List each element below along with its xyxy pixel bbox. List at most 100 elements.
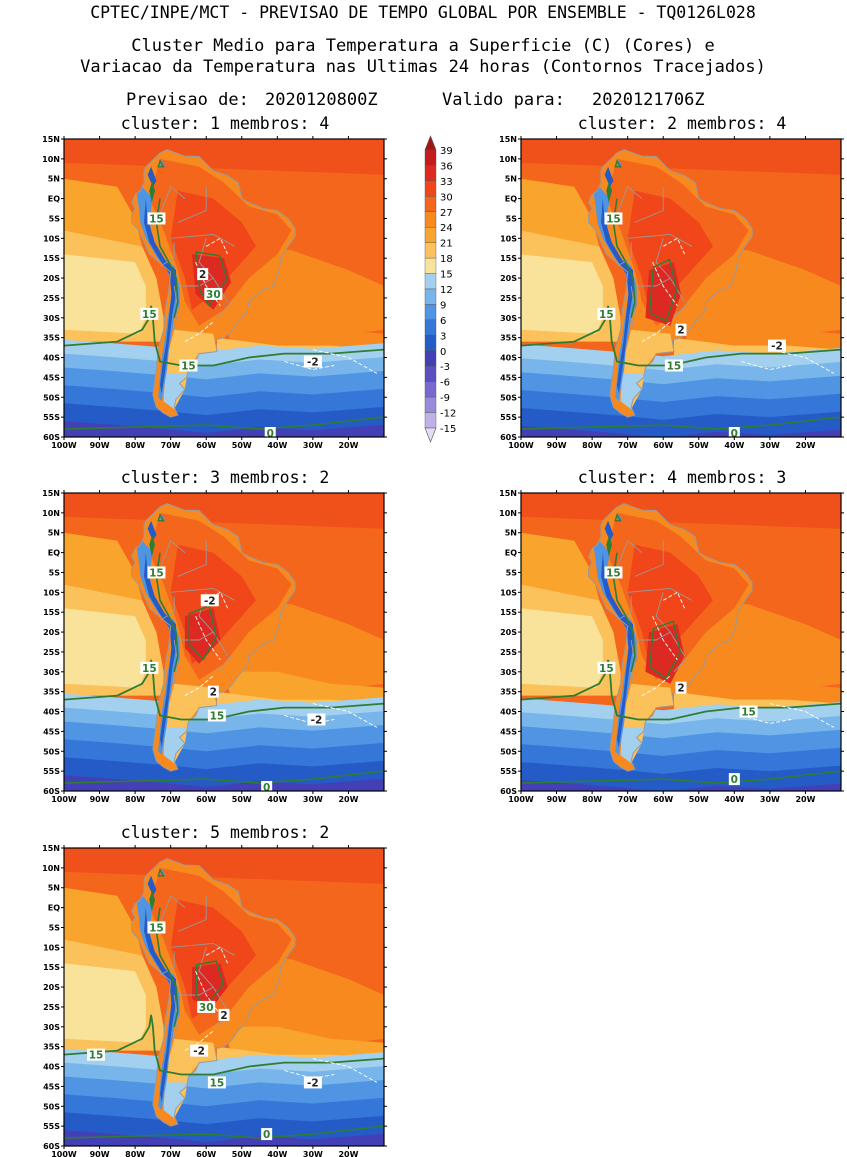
contour-label: 15 (147, 566, 166, 579)
colorbar-swatch (424, 227, 437, 243)
lat-tick-label: 60S (43, 787, 60, 796)
lon-tick-label: 90W (90, 441, 110, 450)
lon-tick-label: 20W (795, 795, 815, 804)
heat-core (645, 262, 681, 326)
colorbar-label: 9 (440, 300, 446, 311)
contour-label: 0 (728, 773, 740, 786)
lon-tick-label: 40W (267, 441, 287, 450)
svg-text:30: 30 (199, 1002, 214, 1014)
svg-text:-2: -2 (307, 1077, 319, 1089)
andes-cold-band (136, 186, 180, 402)
lon-tick-label: 80W (125, 441, 145, 450)
colorbar-swatch (424, 304, 437, 321)
contour-0c (64, 770, 384, 784)
lat-tick-label: 10N (42, 509, 60, 518)
lon-tick-label: 90W (547, 795, 567, 804)
lat-tick-label: 10S (500, 234, 517, 243)
lon-tick-label: 50W (232, 795, 252, 804)
contour-label: -2 (190, 1044, 209, 1058)
lat-tick-label: 50S (43, 747, 60, 756)
lat-tick-label: 5S (506, 214, 518, 223)
contour-label: 15 (604, 566, 623, 579)
panel-3-title: cluster: 3 membros: 2 (121, 468, 330, 487)
svg-text:-2: -2 (307, 357, 319, 369)
change-contour (312, 703, 378, 728)
svg-text:15: 15 (149, 213, 164, 225)
lat-tick-label: EQ (505, 195, 517, 204)
colorbar-swatch (424, 273, 437, 290)
lon-tick-label: 100W (51, 1150, 77, 1157)
svg-text:0: 0 (731, 428, 738, 440)
colorbar-label: -3 (440, 362, 450, 373)
contour-label: 15 (87, 1048, 105, 1062)
change-contour (205, 237, 229, 255)
svg-text:15: 15 (142, 663, 157, 675)
forecast-label: Previsao de: (126, 90, 249, 110)
svg-text:15: 15 (210, 711, 225, 723)
contour-label: 15 (664, 359, 683, 372)
contour-label: 2 (675, 323, 687, 337)
contour-15c (521, 305, 841, 367)
lat-tick-label: 25S (43, 648, 60, 657)
contour-0c (64, 1125, 384, 1139)
change-contour (205, 591, 229, 609)
map-panel-1: 15 15 15 230 -2 0 15N 10N 5N EQ 5S 10S 15S 20S 25S 30S 3… (42, 135, 387, 450)
header-subtitle-line1: Cluster Medio para Temperatura a Superfi… (131, 36, 714, 56)
lon-tick-label: 80W (582, 795, 602, 804)
contour-label: -2 (303, 1076, 322, 1089)
colorbar-swatch (424, 211, 437, 228)
lon-tick-label: 60W (196, 441, 216, 450)
colorbar-swatch (424, 335, 437, 351)
colorbar-label: -9 (440, 393, 450, 404)
lat-tick-label: 45S (500, 373, 517, 382)
change-contour (741, 715, 792, 724)
lon-tick-label: 70W (618, 441, 638, 450)
lat-tick-label: 35S (43, 334, 60, 343)
lat-tick-label: 45S (43, 373, 60, 382)
contour-label: 15 (147, 212, 166, 225)
contour-label: -2 (200, 594, 219, 607)
lon-tick-label: 40W (267, 795, 287, 804)
contour-label: 2 (675, 681, 687, 695)
colorbar-label: 0 (440, 347, 446, 358)
colorbar-top-arrow (424, 135, 437, 151)
lat-tick-label: 10N (42, 864, 60, 873)
lat-tick-label: 15S (43, 963, 60, 972)
colorbar-label: 33 (440, 177, 453, 188)
lat-tick-label: 50S (500, 747, 517, 756)
lat-tick-label: 15N (499, 489, 517, 498)
svg-text:2: 2 (210, 687, 217, 699)
change-contour (195, 971, 221, 1016)
svg-text:-2: -2 (771, 341, 783, 353)
change-contour (312, 349, 378, 374)
lat-tick-label: 35S (43, 1043, 60, 1052)
andes-cold-band (593, 186, 637, 402)
lat-tick-label: 30S (43, 1023, 60, 1032)
lon-tick-label: 60W (653, 441, 673, 450)
contour-0c (521, 416, 841, 430)
change-contour (769, 349, 835, 374)
change-contour (652, 262, 678, 307)
colorbar-swatch (424, 196, 437, 212)
contour-label: 2 (207, 685, 219, 699)
valid-date: 2020121706Z (592, 90, 705, 110)
lat-tick-label: 50S (43, 1102, 60, 1111)
lat-tick-label: 60S (43, 1142, 60, 1151)
lon-tick-label: 90W (547, 441, 567, 450)
svg-text:0: 0 (267, 428, 274, 440)
svg-text:0: 0 (263, 782, 270, 794)
svg-text:15: 15 (142, 309, 157, 321)
colorbar-swatch (424, 242, 437, 259)
colorbar-label: 24 (440, 223, 453, 234)
contour-label: 15 (179, 359, 198, 372)
svg-text:-2: -2 (193, 1046, 205, 1058)
contour-label: -2 (303, 355, 322, 369)
coastline (588, 149, 753, 418)
colorbar-label: -6 (440, 378, 450, 389)
svg-text:-2: -2 (311, 714, 323, 726)
map-frame (63, 492, 385, 792)
coastline (131, 503, 296, 772)
lon-tick-label: 30W (760, 795, 780, 804)
contour-label: 30 (204, 287, 223, 301)
